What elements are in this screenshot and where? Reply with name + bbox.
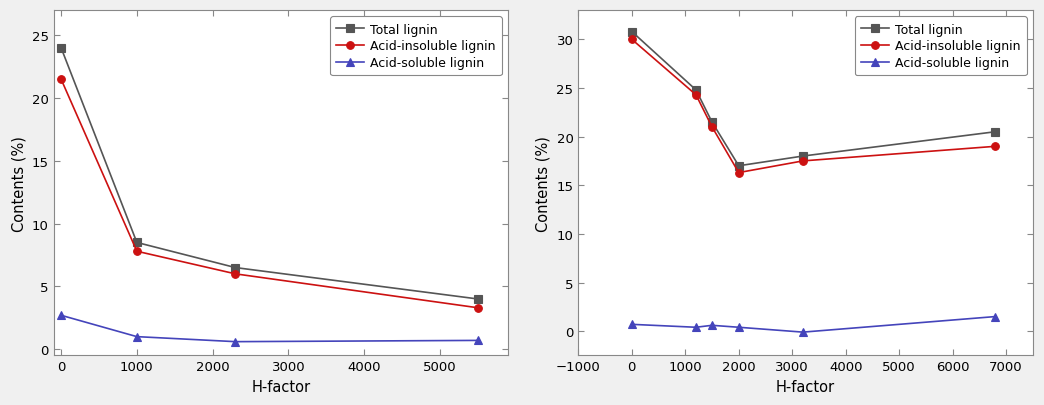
Acid-soluble lignin <box>472 338 484 343</box>
Line: Acid-soluble lignin: Acid-soluble lignin <box>57 312 481 345</box>
Line: Acid-soluble lignin: Acid-soluble lignin <box>628 313 999 336</box>
Acid-soluble lignin <box>706 323 718 328</box>
Acid-insoluble lignin <box>989 145 1001 149</box>
Acid-insoluble lignin <box>706 125 718 130</box>
Acid-soluble lignin <box>989 314 1001 319</box>
Acid-soluble lignin <box>797 330 809 335</box>
Line: Acid-insoluble lignin: Acid-insoluble lignin <box>628 36 999 177</box>
Y-axis label: Contents (%): Contents (%) <box>536 136 551 231</box>
Acid-soluble lignin <box>55 313 68 318</box>
Total lignin <box>55 46 68 51</box>
Total lignin <box>625 30 638 35</box>
Acid-insoluble lignin <box>472 305 484 310</box>
Acid-insoluble lignin <box>229 272 241 277</box>
Total lignin <box>472 297 484 302</box>
Total lignin <box>797 154 809 159</box>
Acid-insoluble lignin <box>690 93 703 98</box>
Total lignin <box>989 130 1001 135</box>
Acid-soluble lignin <box>130 335 143 339</box>
Acid-insoluble lignin <box>625 38 638 43</box>
Line: Total lignin: Total lignin <box>628 29 999 170</box>
Line: Acid-insoluble lignin: Acid-insoluble lignin <box>57 76 481 312</box>
Line: Total lignin: Total lignin <box>57 45 481 303</box>
Acid-soluble lignin <box>733 325 745 330</box>
Acid-insoluble lignin <box>130 249 143 254</box>
Total lignin <box>690 88 703 93</box>
Acid-soluble lignin <box>625 322 638 327</box>
Acid-soluble lignin <box>690 325 703 330</box>
Total lignin <box>706 120 718 125</box>
Acid-soluble lignin <box>229 339 241 344</box>
X-axis label: H-factor: H-factor <box>252 379 310 394</box>
Total lignin <box>130 241 143 245</box>
Acid-insoluble lignin <box>733 171 745 176</box>
Y-axis label: Contents (%): Contents (%) <box>11 136 26 231</box>
Total lignin <box>229 265 241 270</box>
Acid-insoluble lignin <box>797 159 809 164</box>
Legend: Total lignin, Acid-insoluble lignin, Acid-soluble lignin: Total lignin, Acid-insoluble lignin, Aci… <box>330 17 502 76</box>
Acid-insoluble lignin <box>55 77 68 82</box>
Legend: Total lignin, Acid-insoluble lignin, Acid-soluble lignin: Total lignin, Acid-insoluble lignin, Aci… <box>855 17 1026 76</box>
Total lignin <box>733 164 745 169</box>
X-axis label: H-factor: H-factor <box>776 379 835 394</box>
